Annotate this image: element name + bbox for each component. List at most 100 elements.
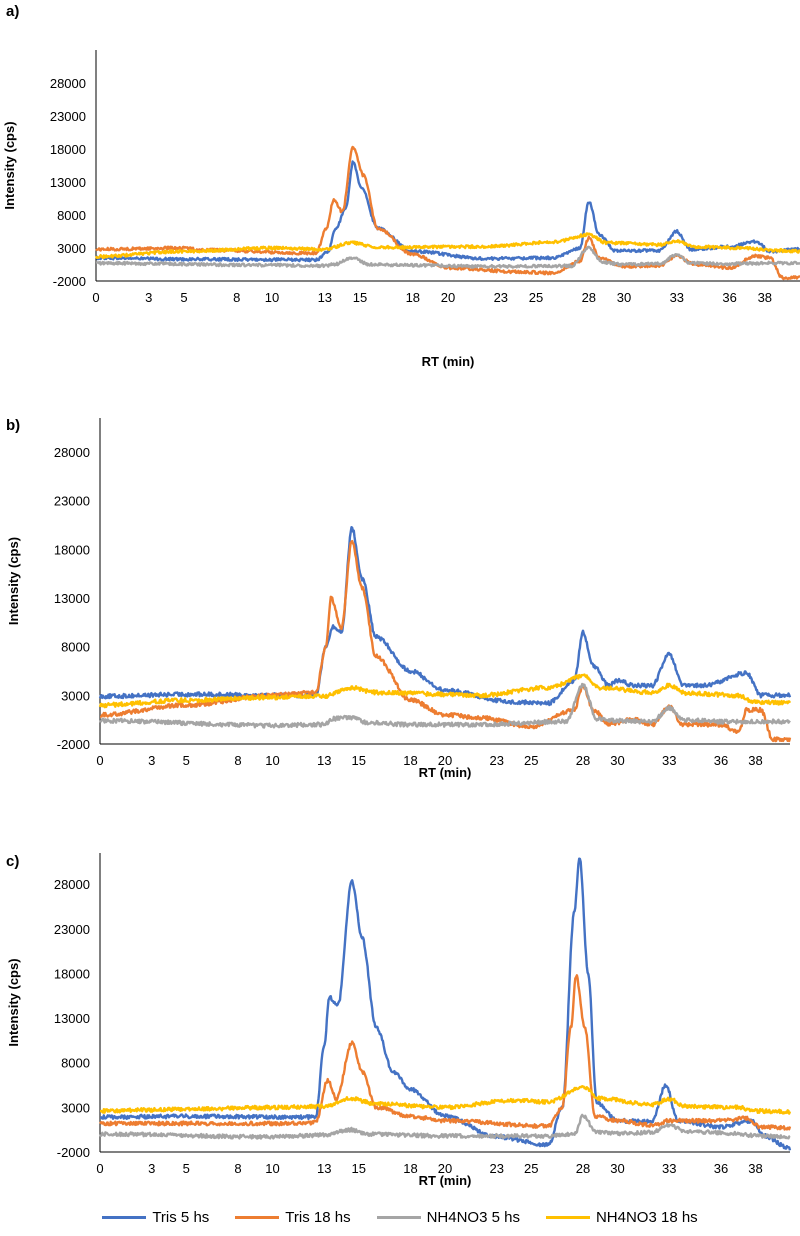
x-tick-label: 30	[610, 1161, 624, 1176]
series-line-nh4no3-5-hs	[95, 245, 800, 269]
x-tick-label: 36	[722, 290, 736, 305]
y-tick-label: 3000	[61, 1100, 90, 1115]
y-axis-title: Intensity (cps)	[2, 121, 17, 209]
x-tick-label: 28	[576, 1161, 590, 1176]
x-tick-label: 30	[617, 290, 631, 305]
x-tick-label: 3	[148, 1161, 155, 1176]
x-tick-label: 3	[148, 753, 155, 768]
series-line-nh4no3-5-hs	[98, 682, 791, 729]
x-tick-label: 18	[403, 1161, 417, 1176]
chart-panel-c: c) -2000 3000 8000 13000 18000 23000 28000 0 3 5 8 1…	[6, 853, 792, 1188]
legend-swatch-nh4no3-18hs	[545, 1215, 590, 1219]
x-tick-label: 15	[352, 1161, 366, 1176]
x-tick-label: 13	[317, 753, 331, 768]
y-tick-label: 23000	[50, 109, 86, 124]
y-tick-label: 3000	[61, 688, 90, 703]
y-tick-label: -2000	[53, 274, 86, 289]
x-tick-label: 20	[438, 753, 452, 768]
x-tick-label: 28	[582, 290, 596, 305]
series-line-tris-5-hs	[95, 160, 800, 263]
y-tick-label: 28000	[54, 877, 90, 892]
y-tick-label: 8000	[61, 640, 90, 655]
y-tick-label: 18000	[54, 542, 90, 557]
legend-swatch-nh4no3-5hs	[376, 1215, 421, 1219]
x-tick-label: 25	[529, 290, 543, 305]
legend-item-tris-18hs: Tris 18 hs	[235, 1208, 351, 1226]
x-tick-label: 38	[748, 1161, 762, 1176]
y-tick-label: 23000	[54, 922, 90, 937]
y-tick-label: 23000	[54, 494, 90, 509]
legend-swatch-tris-5hs	[102, 1215, 147, 1219]
x-tick-label: 13	[317, 1161, 331, 1176]
x-tick-label: 10	[265, 753, 279, 768]
y-tick-label: 28000	[54, 445, 90, 460]
x-tick-label: 36	[714, 1161, 728, 1176]
series-line-tris-5-hs	[98, 526, 792, 707]
legend-label-tris-18hs: Tris 18 hs	[285, 1208, 351, 1226]
legend-item-nh4no3-18hs: NH4NO3 18 hs	[545, 1208, 698, 1226]
series-line-nh4no3-18-hs	[98, 673, 792, 709]
x-tick-label: 30	[610, 753, 624, 768]
x-tick-label: 33	[662, 1161, 676, 1176]
x-tick-label: 36	[714, 753, 728, 768]
y-tick-label: 18000	[54, 966, 90, 981]
y-tick-label: 8000	[61, 1056, 90, 1071]
x-tick-label: 5	[183, 1161, 190, 1176]
series-line-tris-5-hs	[99, 857, 792, 1151]
y-tick-label: 28000	[50, 76, 86, 91]
y-tick-label: -2000	[57, 737, 90, 752]
x-tick-label: 20	[441, 290, 455, 305]
y-axis-title: Intensity (cps)	[6, 958, 21, 1046]
series-line-nh4no3-18-hs	[94, 232, 800, 259]
x-tick-label: 25	[524, 1161, 538, 1176]
x-tick-label: 13	[318, 290, 332, 305]
x-axis-title: RT (min)	[419, 765, 472, 780]
series-line-tris-18-hs	[99, 539, 792, 743]
panel-label: b)	[6, 417, 20, 434]
x-tick-label: 18	[406, 290, 420, 305]
legend-label-tris-5hs: Tris 5 hs	[152, 1208, 210, 1226]
x-tick-label: 18	[403, 753, 417, 768]
legend-swatch-tris-18hs	[235, 1215, 280, 1219]
series-line-nh4no3-18-hs	[99, 1084, 792, 1115]
x-tick-label: 8	[234, 753, 241, 768]
series-line-nh4no3-5-hs	[98, 1113, 791, 1140]
legend: Tris 5 hs Tris 18 hs NH4NO3 5 hs NH4NO3 …	[0, 1204, 800, 1230]
x-tick-label: 23	[490, 1161, 504, 1176]
chart-panel-b: b) -2000 3000 8000 13000 18000 23000 28000 0 3 5 8 1…	[6, 417, 792, 780]
x-tick-label: 23	[490, 753, 504, 768]
x-tick-label: 10	[265, 290, 279, 305]
x-tick-label: 10	[265, 1161, 279, 1176]
y-tick-label: 8000	[57, 208, 86, 223]
x-tick-label: 8	[233, 290, 240, 305]
x-tick-label: 38	[748, 753, 762, 768]
legend-label-nh4no3-18hs: NH4NO3 18 hs	[595, 1208, 698, 1226]
x-tick-label: 0	[96, 753, 103, 768]
x-tick-label: 15	[353, 290, 367, 305]
x-tick-label: 15	[352, 753, 366, 768]
y-axis-title: Intensity (cps)	[6, 537, 21, 625]
x-tick-label: 5	[183, 753, 190, 768]
y-tick-label: 3000	[57, 241, 86, 256]
x-tick-label: 33	[662, 753, 676, 768]
legend-label-nh4no3-5hs: NH4NO3 5 hs	[426, 1208, 520, 1226]
x-tick-label: 33	[670, 290, 684, 305]
x-tick-label: 3	[145, 290, 152, 305]
series-line-tris-18-hs	[99, 974, 792, 1131]
x-tick-label: 38	[758, 290, 772, 305]
x-tick-label: 0	[96, 1161, 103, 1176]
y-tick-label: 13000	[54, 591, 90, 606]
x-tick-label: 8	[234, 1161, 241, 1176]
y-tick-label: 13000	[50, 175, 86, 190]
x-tick-label: 0	[92, 290, 99, 305]
chart-panel-a: a) -2000 3000 8000 13000 18000 23000 28000 0 3 5 8 1…	[2, 3, 800, 369]
x-tick-label: 20	[438, 1161, 452, 1176]
panel-label: c)	[6, 853, 19, 870]
legend-item-tris-5hs: Tris 5 hs	[102, 1209, 209, 1226]
y-tick-label: -2000	[57, 1145, 90, 1160]
x-tick-label: 28	[576, 753, 590, 768]
x-tick-label: 25	[524, 753, 538, 768]
y-tick-label: 13000	[54, 1011, 90, 1026]
legend-item-nh4no3-5hs: NH4NO3 5 hs	[376, 1208, 520, 1226]
